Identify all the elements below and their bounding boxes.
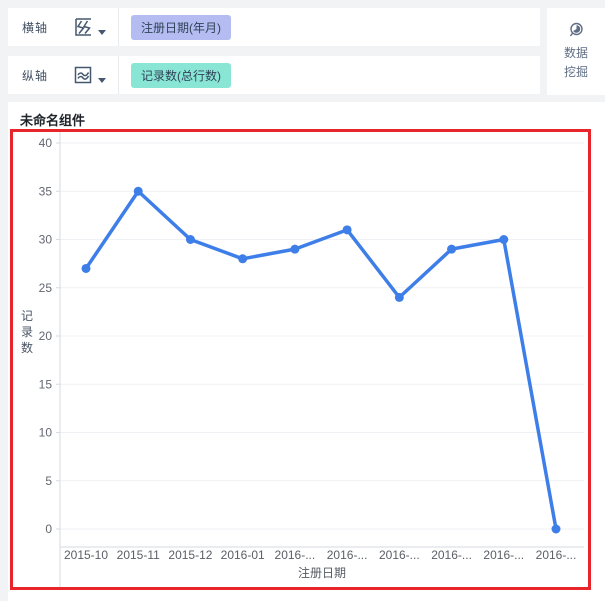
svg-text:35: 35 [39,184,53,198]
svg-text:40: 40 [39,136,53,150]
svg-text:10: 10 [39,426,53,440]
data-mining-button[interactable]: 数据 挖掘 [547,8,605,95]
y-axis-field-pill[interactable]: 记录数(总行数) [131,62,232,88]
chevron-down-icon [98,78,107,83]
line-chart[interactable]: 0 5 10 15 20 25 30 35 40 记录数 2015-10 2015-11 2015-12… [13,132,588,587]
chart-component-panel: 未命名组件 0 5 10 15 20 25 30 35 40 记录数 2015-10 2015-11 2… [8,102,605,601]
svg-text:2016-...: 2016-... [327,548,368,562]
chevron-down-icon [98,30,107,35]
horizontal-axis-label: 横轴 [22,20,49,35]
svg-text:记录数: 记录数 [21,309,33,355]
component-title: 未命名组件 [20,113,86,128]
svg-text:2015-12: 2015-12 [168,548,212,562]
svg-text:2015-11: 2015-11 [117,548,160,562]
toolbar-row-horizontal-axis: 横轴 注册日期(年月) [8,8,540,46]
vertical-axis-label: 纵轴 [22,68,49,83]
x-axis-field-type-dropdown[interactable] [72,16,107,38]
data-mining-label-line2: 挖掘 [563,65,588,79]
toolbar-row-vertical-axis: 纵轴 记录数(总行数) [8,56,540,94]
svg-text:注册日期: 注册日期 [298,565,346,580]
y-axis-field-type-dropdown[interactable] [72,64,107,86]
y-axis-field-icon [72,64,94,86]
x-axis-field-icon [72,16,94,38]
svg-text:2016-...: 2016-... [431,548,472,562]
selected-component-border: 0 5 10 15 20 25 30 35 40 记录数 2015-10 2015-11 2015-12… [10,129,591,590]
svg-text:2016-...: 2016-... [379,548,420,562]
data-mining-label-line1: 数据 [563,46,588,60]
svg-text:5: 5 [45,474,52,488]
data-mining-magnifier-icon [567,21,585,44]
divider [118,8,120,46]
svg-text:20: 20 [39,329,53,343]
svg-text:2016-...: 2016-... [536,548,577,562]
x-axis-field-pill[interactable]: 注册日期(年月) [131,14,232,40]
svg-text:0: 0 [45,522,52,536]
svg-text:25: 25 [39,281,53,295]
svg-text:2016-...: 2016-... [483,548,524,562]
svg-text:15: 15 [39,377,53,391]
divider [118,56,120,94]
svg-text:2015-10: 2015-10 [64,548,108,562]
svg-text:2016-...: 2016-... [275,548,316,562]
svg-text:2016-01: 2016-01 [221,548,265,562]
svg-text:30: 30 [39,233,53,247]
